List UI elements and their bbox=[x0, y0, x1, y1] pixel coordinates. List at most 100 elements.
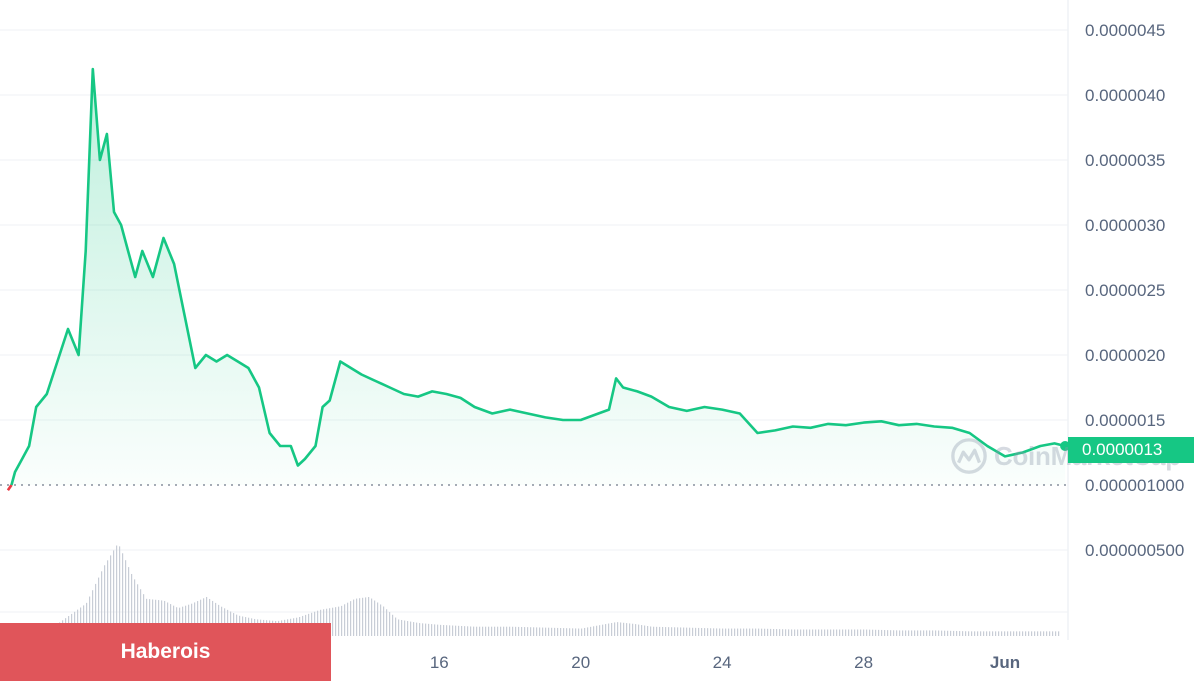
volume-bar bbox=[158, 600, 160, 636]
volume-bar bbox=[416, 622, 418, 636]
volume-bar bbox=[935, 630, 937, 636]
volume-bar bbox=[467, 626, 469, 636]
volume-bar bbox=[989, 631, 991, 636]
volume-bar bbox=[644, 625, 646, 636]
overlay-banner: Haberois bbox=[0, 623, 331, 681]
volume-bar bbox=[83, 605, 85, 636]
volume-bar bbox=[623, 622, 625, 636]
volume-bar bbox=[821, 629, 823, 636]
volume-bar bbox=[1040, 631, 1042, 636]
volume-bar bbox=[878, 629, 880, 636]
volume-bar bbox=[1055, 631, 1057, 636]
volume-bar bbox=[686, 627, 688, 636]
volume-bar bbox=[533, 627, 535, 636]
volume-bar bbox=[176, 607, 178, 636]
volume-bar bbox=[992, 631, 994, 636]
volume-bar bbox=[524, 627, 526, 636]
volume-bar bbox=[185, 605, 187, 636]
volume-bar bbox=[890, 630, 892, 636]
volume-bar bbox=[665, 627, 667, 636]
y-tick-label: 0.000001000 bbox=[1085, 476, 1184, 495]
y-tick-label: 0.0000035 bbox=[1085, 151, 1165, 170]
volume-bar bbox=[710, 628, 712, 636]
volume-bar bbox=[596, 625, 598, 636]
volume-bar bbox=[1010, 631, 1012, 636]
volume-bar bbox=[443, 625, 445, 636]
volume-bar bbox=[578, 628, 580, 636]
volume-bar bbox=[113, 550, 115, 636]
volume-bar bbox=[425, 623, 427, 636]
volume-bar bbox=[893, 630, 895, 636]
volume-bar bbox=[548, 627, 550, 636]
volume-bar bbox=[680, 627, 682, 636]
volume-bar bbox=[167, 602, 169, 636]
volume-bar bbox=[662, 626, 664, 636]
volume-bar bbox=[761, 628, 763, 636]
volume-bar bbox=[746, 628, 748, 636]
volume-bar bbox=[407, 621, 409, 636]
volume-bar bbox=[203, 598, 205, 636]
volume-bar bbox=[1052, 631, 1054, 636]
volume-bar bbox=[536, 627, 538, 636]
volume-bar bbox=[128, 567, 130, 636]
volume-bar bbox=[500, 626, 502, 636]
volume-bar bbox=[881, 629, 883, 636]
volume-bar bbox=[1022, 631, 1024, 636]
volume-bar bbox=[116, 545, 118, 636]
volume-bar bbox=[749, 628, 751, 636]
volume-bar bbox=[797, 629, 799, 636]
volume-bar bbox=[464, 626, 466, 636]
volume-bar bbox=[353, 599, 355, 636]
volume-bar bbox=[1034, 631, 1036, 636]
volume-bar bbox=[938, 630, 940, 636]
volume-bar bbox=[872, 629, 874, 636]
volume-bar bbox=[509, 626, 511, 636]
volume-bar bbox=[437, 624, 439, 636]
coinmarketcap-logo-icon bbox=[951, 438, 987, 474]
y-tick-label: 0.0000015 bbox=[1085, 411, 1165, 430]
volume-bar bbox=[1001, 631, 1003, 636]
volume-bar bbox=[779, 629, 781, 636]
volume-bar bbox=[803, 629, 805, 636]
volume-bar bbox=[338, 606, 340, 636]
volume-bar bbox=[326, 608, 328, 636]
volume-bar bbox=[941, 630, 943, 636]
volume-bar bbox=[473, 626, 475, 636]
volume-bar bbox=[611, 622, 613, 636]
volume-bar bbox=[572, 628, 574, 636]
volume-bar bbox=[539, 627, 541, 636]
volume-bar bbox=[896, 630, 898, 636]
volume-bar bbox=[446, 625, 448, 636]
volume-bar bbox=[98, 577, 100, 636]
volume-bar bbox=[563, 628, 565, 636]
volume-bar bbox=[986, 631, 988, 636]
volume-bar bbox=[887, 630, 889, 636]
volume-bar bbox=[92, 590, 94, 636]
volume-bar bbox=[182, 606, 184, 636]
volume-bar bbox=[659, 626, 661, 636]
volume-bar bbox=[926, 630, 928, 636]
volume-bar bbox=[584, 627, 586, 636]
volume-bar bbox=[197, 601, 199, 636]
volume-bar bbox=[668, 627, 670, 636]
x-tick-label: 20 bbox=[571, 653, 590, 672]
volume-bar bbox=[359, 598, 361, 636]
volume-bar bbox=[506, 626, 508, 636]
volume-bar bbox=[497, 626, 499, 636]
volume-bar bbox=[617, 622, 619, 636]
volume-bar bbox=[161, 600, 163, 636]
volume-bar bbox=[860, 629, 862, 636]
volume-bar bbox=[200, 599, 202, 636]
volume-bar bbox=[920, 630, 922, 636]
volume-bar bbox=[632, 623, 634, 636]
volume-bar bbox=[227, 609, 229, 636]
volume-bar bbox=[908, 630, 910, 636]
volume-bar bbox=[728, 628, 730, 636]
volume-bar bbox=[674, 627, 676, 636]
volume-bar bbox=[842, 629, 844, 636]
volume-bar bbox=[77, 609, 79, 636]
volume-bar bbox=[914, 630, 916, 636]
volume-bar bbox=[731, 628, 733, 636]
volume-bar bbox=[1031, 631, 1033, 636]
